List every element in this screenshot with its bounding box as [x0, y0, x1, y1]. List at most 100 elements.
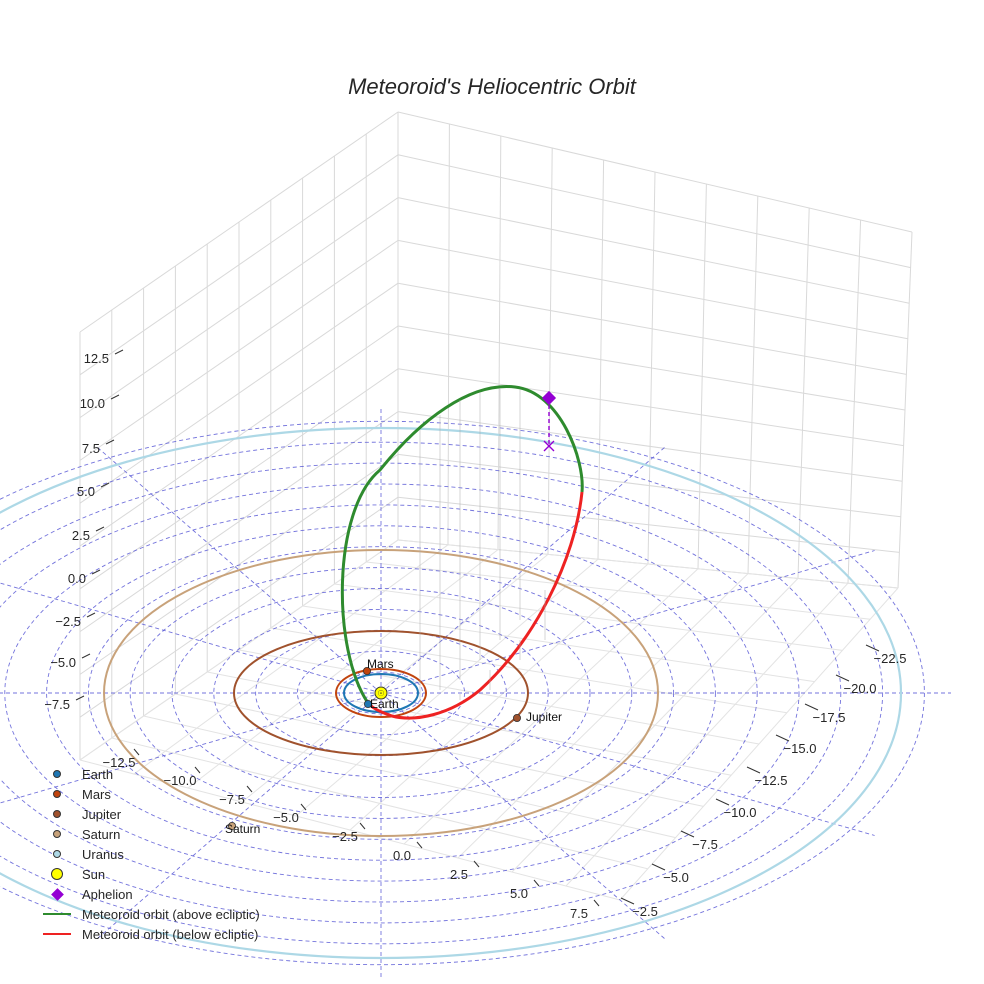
- z-tick-label: 5.0: [77, 484, 95, 499]
- z-tick-mark: [95, 526, 105, 532]
- wall-grid-line: [79, 282, 399, 504]
- y-tick-label: −7.5: [692, 837, 718, 852]
- legend-marker: [43, 913, 71, 915]
- legend-label: Mars: [82, 786, 111, 802]
- legend-marker: [43, 933, 71, 935]
- legend-swatch: [40, 864, 74, 884]
- x-tick-label: 5.0: [510, 886, 528, 901]
- z-tick-mark: [81, 653, 91, 659]
- z-tick-mark: [91, 569, 101, 575]
- planet-label-jupiter: Jupiter: [526, 710, 562, 724]
- y-tick-label: −2.5: [632, 904, 658, 919]
- floor-grid-line: [457, 573, 749, 859]
- x-tick-mark: [300, 803, 307, 811]
- wall-grid-line: [79, 239, 399, 461]
- y-tick-mark: [835, 674, 850, 682]
- legend-marker: [53, 830, 61, 838]
- wall-grid-line: [79, 197, 399, 419]
- y-tick-mark: [620, 897, 635, 905]
- legend-marker: [53, 770, 61, 778]
- z-tick-label: 0.0: [68, 571, 86, 586]
- z-tick-label: −7.5: [44, 697, 70, 712]
- ecliptic-ring: [4, 504, 758, 882]
- ecliptic-ring: [338, 671, 424, 715]
- z-tick-mark: [114, 349, 124, 355]
- legend-swatch: [40, 904, 74, 924]
- markers: ☉Earth Mars Jupiter Saturn: [225, 390, 562, 836]
- wall-grid-line: [397, 282, 907, 375]
- wall-grid-line: [79, 411, 399, 633]
- ecliptic-spoke: [0, 692, 382, 804]
- floor-grid-line: [619, 587, 899, 901]
- legend-label: Aphelion: [82, 886, 133, 902]
- ecliptic-ring: [0, 441, 883, 945]
- orbit-jupiter: [233, 630, 529, 756]
- y-tick-label: −15.0: [784, 741, 817, 756]
- legend-swatch: [40, 884, 74, 904]
- legend-marker: [53, 790, 61, 798]
- wall-grid-line: [79, 154, 399, 376]
- z-tick-mark: [110, 394, 120, 400]
- z-tick-label: −5.0: [50, 655, 76, 670]
- planet-saturn: [227, 822, 236, 831]
- legend-marker: [53, 850, 61, 858]
- z-tick-label: 7.5: [82, 441, 100, 456]
- x-tick-mark: [473, 860, 480, 868]
- ecliptic-ring: [213, 608, 549, 778]
- sun-symbol: ☉: [377, 689, 384, 698]
- x-tick-label: −5.0: [273, 810, 299, 825]
- ecliptic-spoke: [380, 550, 875, 694]
- orbit-mars: [335, 668, 427, 718]
- wall-grid-line: [397, 154, 911, 269]
- z-tick-mark: [75, 695, 85, 701]
- wall-grid-line: [397, 197, 910, 304]
- legend-swatch: [40, 824, 74, 844]
- legend-item: Uranus: [40, 844, 260, 864]
- axis-ticks: −7.5 −5.0 −2.5 0.0 2.5 5.0 7.5 10.0 12.5 −12.5 −10…: [44, 349, 907, 921]
- floor-grid-line: [511, 578, 799, 873]
- planet-label-mars: Mars: [367, 657, 394, 671]
- legend-item: Mars: [40, 784, 260, 804]
- wall-grid-line: [397, 368, 904, 447]
- legend-item: Aphelion: [40, 884, 260, 904]
- ecliptic-ring: [46, 525, 716, 861]
- floor-grid-line: [79, 759, 621, 901]
- meteoroid-orbit-above: [340, 385, 584, 704]
- x-tick-mark: [194, 766, 201, 774]
- ecliptic-ring: [129, 567, 633, 819]
- wall-grid-line: [79, 111, 399, 333]
- z-tick-mark: [105, 439, 115, 445]
- axis-grid: [79, 111, 913, 901]
- y-tick-label: −10.0: [724, 805, 757, 820]
- x-tick-mark: [416, 841, 423, 849]
- legend-item: Saturn: [40, 824, 260, 844]
- planet-earth: [363, 700, 372, 709]
- legend-item: Sun: [40, 864, 260, 884]
- ecliptic-ring: [0, 420, 925, 966]
- planet-mars: [362, 667, 371, 676]
- legend-swatch: [40, 784, 74, 804]
- legend-label: Earth: [82, 766, 114, 782]
- ecliptic-ring: [171, 588, 591, 798]
- y-tick-label: −12.5: [755, 773, 788, 788]
- wall-grid-line: [397, 453, 901, 518]
- x-tick-label: −2.5: [332, 829, 358, 844]
- legend-label: Meteoroid orbit (above ecliptic): [82, 906, 260, 922]
- y-tick-mark: [651, 863, 666, 871]
- floor-grid-line: [565, 582, 849, 887]
- y-tick-mark: [804, 703, 819, 711]
- x-tick-mark: [533, 879, 540, 887]
- y-tick-label: −22.5: [874, 651, 907, 666]
- z-tick-label: 12.5: [84, 351, 109, 366]
- y-tick-label: −5.0: [663, 870, 689, 885]
- planet-jupiter: [513, 714, 522, 723]
- orbit-saturn: [103, 549, 659, 837]
- wall-grid-line: [79, 325, 399, 547]
- x-tick-label: −12.5: [103, 755, 136, 770]
- legend-swatch: [40, 804, 74, 824]
- legend-marker: [53, 810, 61, 818]
- legend-label: Sun: [82, 866, 106, 882]
- x-tick-mark: [359, 822, 366, 830]
- sun-marker: [374, 686, 388, 700]
